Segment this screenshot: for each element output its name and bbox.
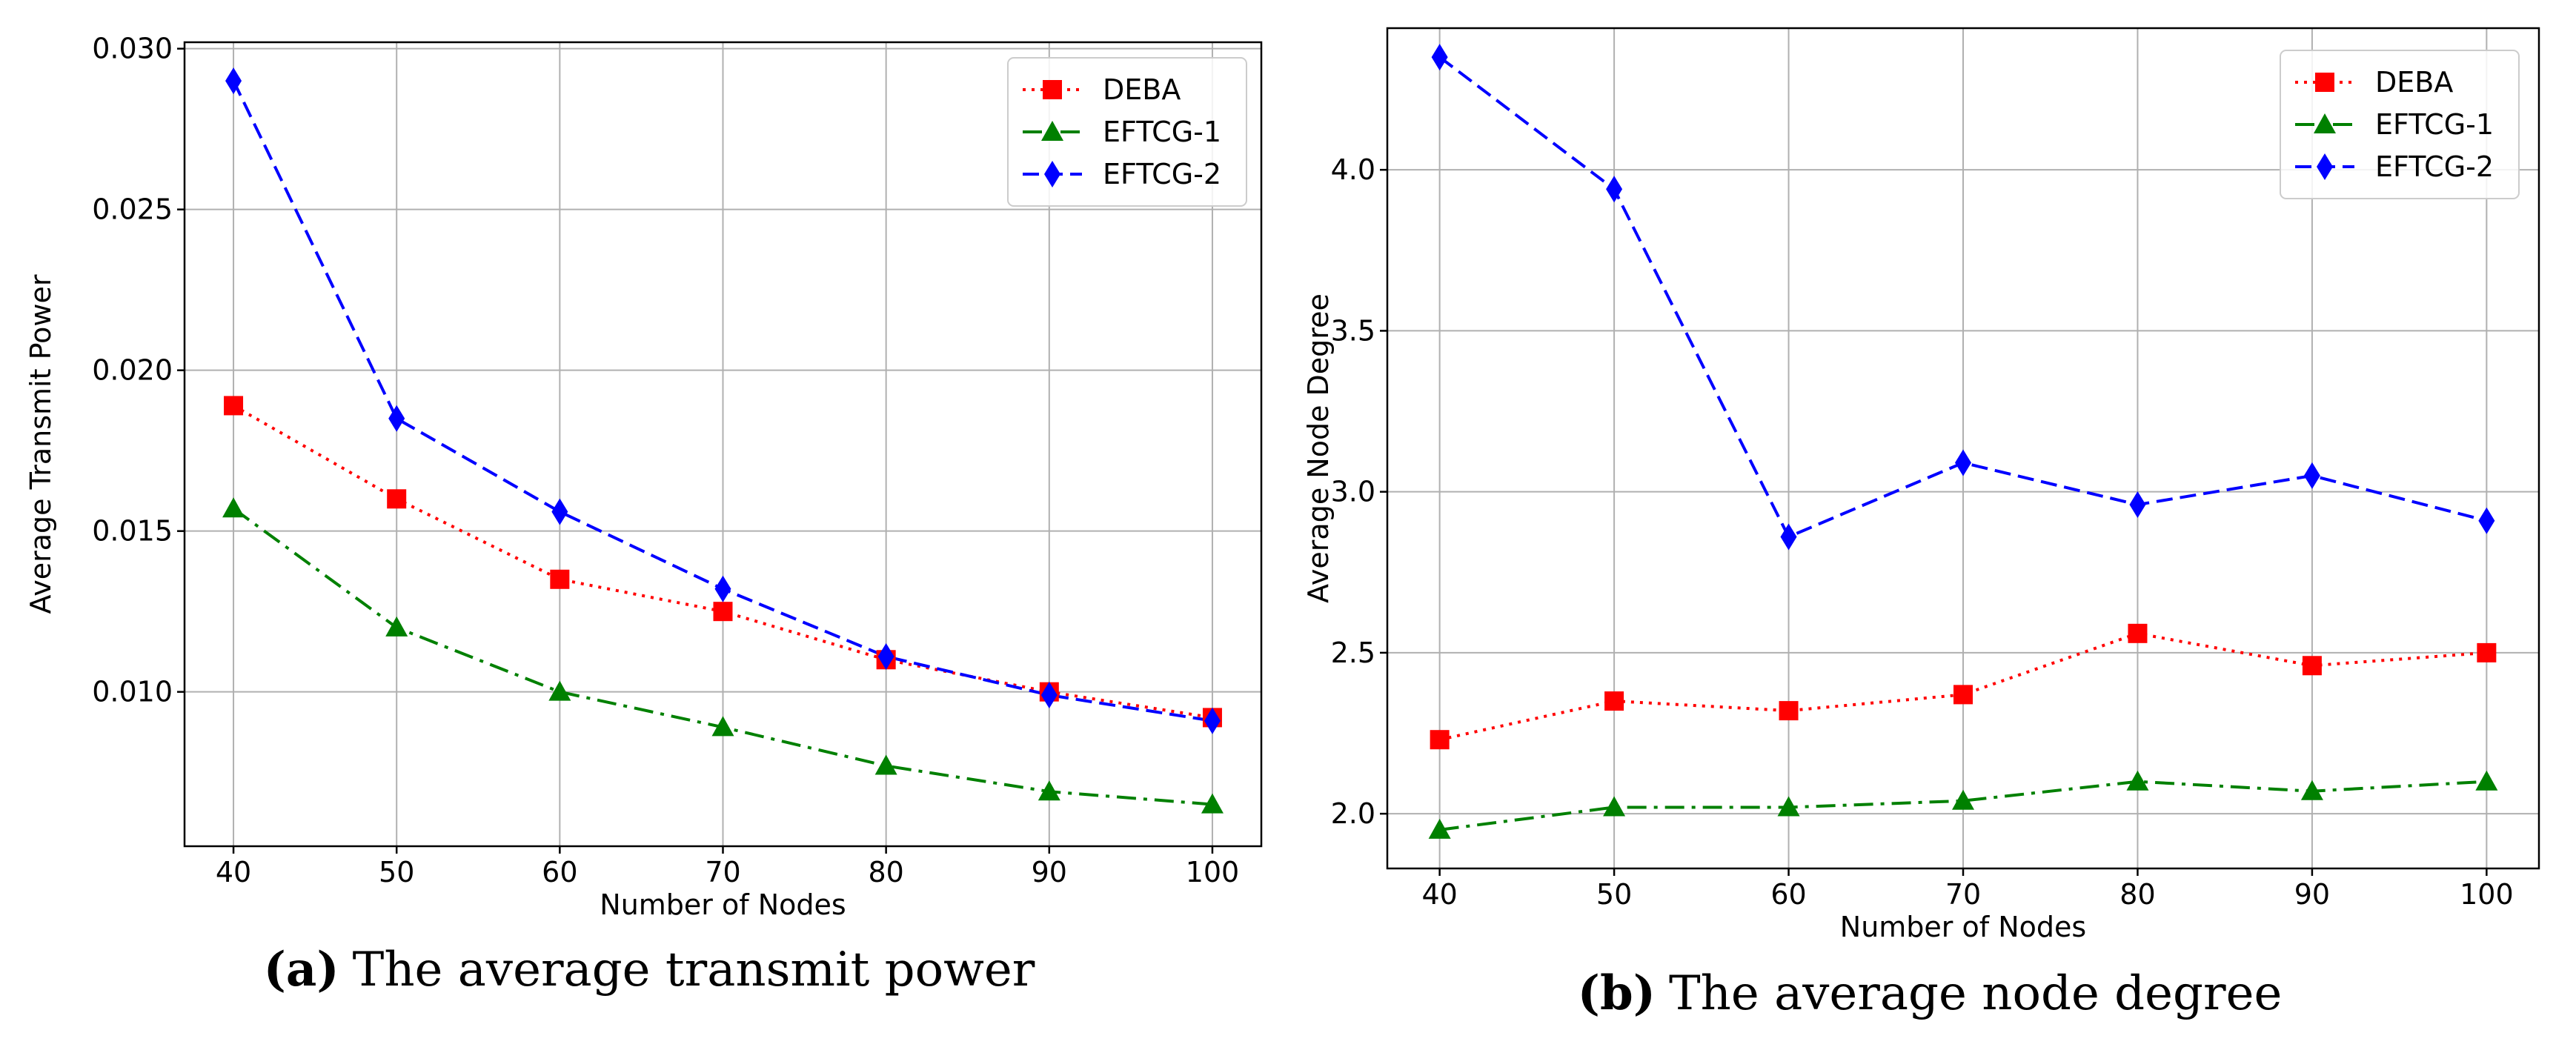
data-point-deba [713, 602, 733, 622]
data-point-eftcg-1 [385, 616, 408, 637]
legend-label-deba: DEBA [2375, 66, 2453, 99]
data-point-eftcg-2 [714, 575, 731, 602]
x-tick-label: 80 [2119, 878, 2155, 911]
caption-label: (b) [1578, 966, 1656, 1021]
data-point-eftcg-1 [1428, 818, 1451, 839]
x-tick-label: 50 [1596, 878, 1632, 911]
legend-label-eftcg-1: EFTCG-1 [2375, 108, 2494, 141]
data-point-eftcg-2 [2303, 462, 2320, 489]
y-axis-label: Average Transmit Power [24, 274, 57, 614]
data-point-eftcg-2 [1431, 44, 1448, 71]
x-tick-label: 70 [705, 856, 740, 888]
data-point-eftcg-1 [1952, 789, 1974, 810]
y-tick-label: 0.025 [92, 193, 173, 226]
caption-text: The average node degree [1669, 966, 2282, 1021]
y-axis-label: Average Node Degree [1302, 293, 1335, 603]
legend: DEBA EFTCG-1 EFTCG-2 [1007, 57, 1247, 207]
y-tick-label: 4.0 [1331, 153, 1375, 186]
x-tick-label: 90 [2294, 878, 2330, 911]
data-point-eftcg-1 [711, 716, 734, 737]
y-tick-label: 2.0 [1331, 797, 1375, 830]
data-point-deba [1779, 701, 1799, 721]
data-point-eftcg-2 [388, 405, 405, 432]
legend-marker-eftcg-2 [2317, 153, 2333, 180]
legend-marker-deba [1043, 80, 1062, 99]
x-tick-label: 70 [1945, 878, 1981, 911]
legend-label-eftcg-2: EFTCG-2 [1103, 158, 1221, 190]
legend: DEBA EFTCG-1 EFTCG-2 [2280, 50, 2520, 199]
data-point-eftcg-2 [1780, 523, 1797, 551]
data-point-deba [1604, 691, 1624, 711]
data-point-eftcg-2 [551, 498, 568, 525]
x-tick-label: 100 [1186, 856, 1240, 888]
data-point-eftcg-1 [2126, 770, 2149, 791]
data-point-eftcg-2 [225, 67, 242, 95]
data-point-eftcg-2 [1606, 176, 1623, 203]
x-tick-label: 60 [542, 856, 577, 888]
y-tick-label: 0.030 [92, 33, 173, 65]
y-tick-label: 0.020 [92, 354, 173, 387]
data-point-deba [1953, 685, 1973, 705]
data-point-eftcg-1 [1201, 793, 1224, 814]
legend-marker-deba [2315, 73, 2334, 92]
data-point-eftcg-1 [1777, 796, 1800, 817]
legend-box [2280, 50, 2520, 199]
data-point-eftcg-2 [1204, 707, 1221, 734]
data-point-eftcg-1 [1603, 796, 1626, 817]
y-tick-label: 0.010 [92, 676, 173, 708]
legend-box [1007, 57, 1247, 207]
y-tick-label: 3.5 [1331, 314, 1375, 347]
x-tick-label: 60 [1770, 878, 1806, 911]
caption-text: The average transmit power [353, 943, 1035, 997]
x-tick-label: 40 [1421, 878, 1457, 911]
data-point-eftcg-1 [2475, 770, 2498, 791]
data-point-eftcg-2 [2129, 491, 2146, 519]
data-point-eftcg-2 [877, 642, 894, 670]
figure-caption: (a) The average transmit power [264, 942, 1035, 997]
legend-marker-eftcg-1 [1041, 121, 1063, 141]
data-point-eftcg-1 [874, 754, 897, 775]
data-point-deba [1430, 730, 1450, 750]
data-point-deba [550, 569, 570, 589]
data-point-eftcg-1 [2300, 780, 2323, 800]
y-tick-label: 2.5 [1331, 637, 1375, 669]
data-point-deba [2128, 623, 2148, 643]
chart-a-transmit-power: 40 50 60 70 80 90 100 0.010 0.015 0.020 0.025 0.030… [24, 33, 1263, 997]
legend-label-deba: DEBA [1103, 73, 1181, 106]
legend-label-eftcg-1: EFTCG-1 [1103, 116, 1221, 148]
legend-marker-eftcg-1 [2314, 113, 2336, 133]
x-tick-label: 90 [1032, 856, 1067, 888]
data-point-deba [224, 396, 244, 416]
data-point-deba [2477, 642, 2497, 662]
y-tick-label: 0.015 [92, 515, 173, 548]
x-axis-label: Number of Nodes [1840, 911, 2086, 943]
legend-label-eftcg-2: EFTCG-2 [2375, 150, 2494, 183]
legend-marker-eftcg-2 [1044, 161, 1060, 187]
x-tick-label: 80 [868, 856, 903, 888]
data-point-deba [2302, 656, 2322, 676]
data-point-eftcg-2 [2478, 507, 2495, 534]
y-tick-label: 3.0 [1331, 476, 1375, 508]
figure-caption: (b) The average node degree [1578, 966, 2283, 1021]
x-tick-label: 100 [2460, 878, 2514, 911]
x-axis-label: Number of Nodes [600, 888, 846, 921]
data-point-eftcg-2 [1040, 682, 1058, 709]
x-tick-label: 50 [379, 856, 414, 888]
caption-label: (a) [264, 942, 339, 997]
data-point-deba [387, 489, 407, 509]
data-point-eftcg-2 [1955, 449, 1971, 476]
chart-b-node-degree: 40 50 60 70 80 90 100 2.0 2.5 3.0 3.5 4.0 Number of … [1302, 27, 2540, 1021]
x-tick-label: 40 [216, 856, 251, 888]
data-point-eftcg-1 [222, 497, 245, 518]
data-point-eftcg-1 [548, 680, 571, 701]
data-point-eftcg-1 [1038, 780, 1060, 801]
